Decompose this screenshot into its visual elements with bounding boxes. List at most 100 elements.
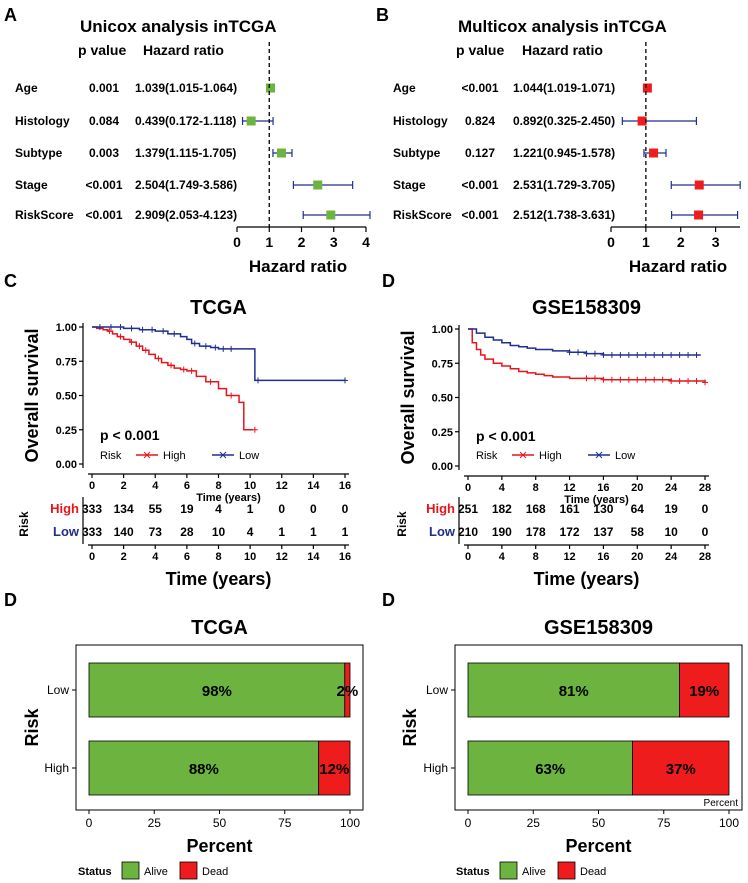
row-label: RiskScore [15, 208, 74, 222]
risk-table-count: 137 [593, 525, 613, 539]
risk-table-count: 10 [212, 525, 226, 539]
x-tick-label: 2 [298, 234, 306, 250]
x-tick-label: 25 [527, 816, 541, 830]
risk-table-count: 182 [492, 502, 512, 516]
x-tick-label: 8 [215, 480, 221, 492]
hazard-ratio-text: 1.379(1.115-1.705) [135, 146, 236, 160]
bar-segment-alive [467, 662, 680, 718]
survival-curve-low [92, 326, 345, 382]
x-axis-label: Percent [565, 836, 631, 856]
bar-segment-dead [632, 740, 730, 796]
risk-table-x-tick-label: 20 [631, 551, 643, 563]
risk-table-count: 130 [593, 502, 613, 516]
bar-data-label: 19% [689, 683, 719, 700]
legend-label-dead: Dead [580, 866, 606, 878]
x-tick-label: 100 [719, 816, 739, 830]
survival-curve-low [468, 328, 701, 356]
y-axis-label: Overall survival [22, 328, 42, 462]
risk-table-x-tick-label: 8 [215, 551, 221, 563]
hazard-ratio-text: 2.531(1.729-3.705) [513, 178, 615, 192]
x-tick-label: 1 [642, 234, 650, 250]
hazard-ratio-text: 2.909(2.053-4.123) [135, 208, 237, 222]
panel-label: B [376, 5, 389, 25]
hazard-ratio-text: 0.439(0.172-1.118) [135, 114, 236, 128]
hazard-ratio-text: 2.504(1.749-3.586) [135, 178, 237, 192]
y-axis-label: Overall survival [398, 330, 418, 464]
row-label: RiskScore [393, 208, 452, 222]
chart-title: GSE158309 [544, 617, 653, 639]
bar-data-label: 12% [319, 761, 349, 778]
risk-table-x-tick-label: 8 [533, 551, 539, 563]
survival-curve-high [92, 326, 254, 431]
y-tick-label: High [44, 761, 69, 775]
row-label: Age [15, 81, 38, 95]
x-tick-label: 4 [362, 234, 370, 250]
risk-table-count: 0 [310, 502, 317, 516]
x-tick-label: 3 [330, 234, 338, 250]
legend-label-high: High [539, 450, 562, 462]
risk-table-count: 1 [342, 525, 349, 539]
chart-title: TCGA [191, 617, 248, 639]
bar-segment-alive [467, 740, 633, 796]
risk-table-count: 168 [526, 502, 546, 516]
p-value-annotation: p < 0.001 [476, 428, 536, 444]
row-label: Stage [15, 178, 48, 192]
legend-label-alive: Alive [144, 866, 168, 878]
legend-title: Risk [100, 450, 122, 462]
bar-data-label: 88% [189, 761, 219, 778]
x-tick-label: 2 [121, 480, 127, 492]
y-tick-label: 0.25 [56, 425, 77, 437]
row-label: Histology [393, 114, 448, 128]
row-label: Age [393, 81, 416, 95]
risk-table-x-tick-label: 28 [699, 551, 711, 563]
risk-table-count: 0 [702, 525, 709, 539]
risk-table-group-high: High [426, 501, 455, 516]
y-tick-label: 0.50 [432, 393, 453, 405]
legend-title: Status [78, 866, 112, 878]
x-axis-label: Percent [186, 836, 252, 856]
hazard-ratio-marker [246, 116, 256, 126]
x-tick-label: 8 [533, 482, 539, 494]
p-value: 0.001 [89, 81, 119, 95]
legend-swatch-mark [519, 451, 527, 459]
legend-label-low: Low [615, 450, 635, 462]
legend-swatch-mark [219, 451, 227, 459]
bar-segment-dead [318, 740, 351, 796]
risk-table-x-tick-label: 16 [597, 551, 609, 563]
y-tick-label: 0.75 [56, 356, 77, 368]
p-value: <0.001 [461, 81, 498, 95]
p-value: <0.001 [461, 208, 498, 222]
bar-data-label: 81% [559, 683, 589, 700]
risk-table-count: 251 [458, 502, 478, 516]
risk-table-count: 4 [215, 502, 222, 516]
hazard-ratio-text: 0.892(0.325-2.450) [513, 114, 615, 128]
bar-data-label: 2% [337, 683, 359, 700]
risk-table-count: 28 [180, 525, 194, 539]
legend-label-alive: Alive [522, 866, 546, 878]
hazard-ratio-marker [266, 83, 276, 93]
risk-table-count: 178 [526, 525, 546, 539]
risk-table-count: 73 [149, 525, 163, 539]
risk-table-x-tick-label: 14 [307, 551, 320, 563]
column-header-hazard-ratio: Hazard ratio [522, 42, 603, 58]
y-tick-label: 0.25 [432, 427, 453, 439]
x-tick-label: 12 [563, 482, 575, 494]
y-tick-label: 0.75 [432, 358, 453, 370]
x-axis-label-small: Time (years) [564, 494, 629, 506]
x-tick-label: 28 [699, 482, 711, 494]
x-tick-label: 12 [276, 480, 288, 492]
hazard-ratio-marker [642, 83, 652, 93]
hazard-ratio-marker [326, 210, 336, 220]
x-tick-label: 0 [465, 816, 472, 830]
x-tick-label: 10 [244, 480, 256, 492]
legend-swatch-alive [121, 861, 140, 880]
row-label: Subtype [15, 146, 63, 160]
x-tick-label: 6 [184, 480, 190, 492]
risk-table-count: 19 [180, 502, 194, 516]
column-header-p-value: p value [78, 42, 126, 58]
y-tick-label: 1.00 [56, 322, 77, 334]
risk-table-count: 134 [114, 502, 134, 516]
y-axis-label: Risk [22, 708, 42, 747]
hazard-ratio-marker [694, 210, 704, 220]
